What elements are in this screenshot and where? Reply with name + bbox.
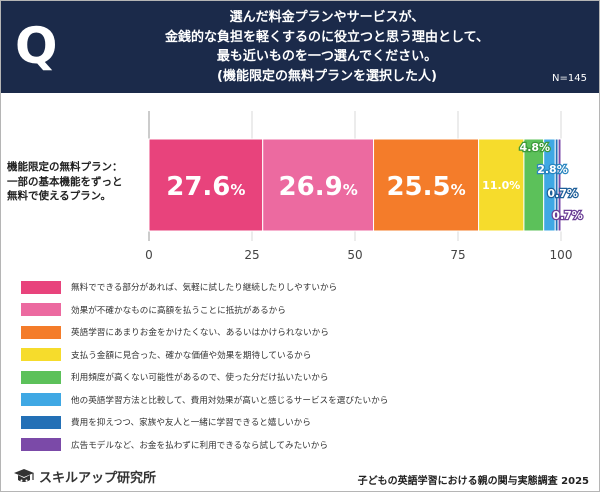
bar-segment xyxy=(557,138,562,232)
x-tick-label: 50 xyxy=(347,248,362,262)
source-note: 子どもの英語学習における親の関与実態調査 2025 xyxy=(357,476,589,487)
question-line: 金銭的な負担を軽くするのに役立つと思う理由として、 xyxy=(165,29,489,45)
brand-logo: スキルアップ研究所 xyxy=(13,467,156,486)
question-text: 選んだ料金プランやサービスが、 金銭的な負担を軽くするのに役立つと思う理由として… xyxy=(97,8,557,86)
bar-segment xyxy=(262,138,375,232)
legend-label: 効果が不確かなものに高額を払うことに抵抗があるから xyxy=(71,305,286,316)
bar-segment xyxy=(373,138,480,232)
legend-label: 他の英語学習方法と比較して、費用対効果が高いと感じるサービスを選びたいから xyxy=(71,395,389,406)
question-line: 選んだ料金プランやサービスが、 xyxy=(229,10,425,25)
legend-item: 広告モデルなど、お金を払わずに利用できるなら試してみたいから xyxy=(21,435,328,455)
legend-swatch xyxy=(21,393,61,406)
legend-item: 無料でできる部分があれば、気軽に試したり継続したりしやすいから xyxy=(21,277,337,297)
question-line: (機能限定の無料プランを選択した人) xyxy=(217,68,437,84)
x-tick-label: 25 xyxy=(244,248,259,262)
legend-swatch xyxy=(21,370,61,384)
data-label: 2.8% xyxy=(537,163,568,176)
legend-swatch xyxy=(21,348,61,361)
x-tick-label: 75 xyxy=(450,248,465,262)
q-mark: Q xyxy=(15,17,58,75)
legend-label: 無料でできる部分があれば、気軽に試したり継続したりしやすいから xyxy=(71,283,338,293)
x-tick-label: 0 xyxy=(145,248,153,262)
legend-swatch xyxy=(21,438,61,451)
data-label: 4.8% xyxy=(520,141,551,154)
data-label: 25.5% xyxy=(386,172,465,202)
bar-segment xyxy=(478,138,525,232)
data-label: 27.6% xyxy=(166,172,245,202)
data-label: 0.7% xyxy=(552,209,583,222)
legend-item: 効果が不確かなものに高額を払うことに抵抗があるから xyxy=(21,300,286,320)
question-line: 最も近いものを一つ選んでください。 xyxy=(216,49,438,64)
legend-item: 支払う金額に見合った、確かな価値や効果を期待しているから xyxy=(21,345,311,365)
legend-swatch xyxy=(21,325,61,339)
legend-item: 他の英語学習方法と比較して、費用対効果が高いと感じるサービスを選びたいから xyxy=(21,390,388,410)
x-tick-label: 100 xyxy=(550,248,573,262)
bar-segment xyxy=(148,138,264,232)
legend-swatch xyxy=(21,303,61,316)
legend-swatch xyxy=(21,280,61,294)
sample-size-label: N=145 xyxy=(552,73,587,84)
legend-label: 費用を抑えつつ、家族や友人と一緒に学習できると嬉しいから xyxy=(71,418,311,428)
legend-item: 費用を抑えつつ、家族や友人と一緒に学習できると嬉しいから xyxy=(21,412,311,432)
legend-label: 広告モデルなど、お金を払わずに利用できるなら試してみたいから xyxy=(71,440,328,451)
category-label-line: 一部の基本機能をずっと xyxy=(7,175,123,188)
data-label: 26.9% xyxy=(279,172,358,202)
legend-label: 支払う金額に見合った、確かな価値や効果を期待しているから xyxy=(71,350,312,361)
category-label-line: 機能限定の無料プラン： xyxy=(7,161,123,173)
legend-swatch xyxy=(21,415,61,429)
graduation-cap-icon xyxy=(14,468,34,482)
brand-name: スキルアップ研究所 xyxy=(39,471,157,486)
stacked-bar-chart: 0 25 50 75 100 27.6% 26.9% 25.5% 11.0% 4.8% 2.8% 0.… xyxy=(145,111,584,262)
legend-item: 英語学習にあまりお金をかけたくない、あるいはかけられないから xyxy=(21,322,329,342)
data-label: 0.7% xyxy=(547,187,578,200)
question-header: Q 選んだ料金プランやサービスが、 金銭的な負担を軽くするのに役立つと思う理由と… xyxy=(1,1,599,93)
category-label-line: 無料で使えるプラン。 xyxy=(7,190,112,202)
legend-item: 利用頻度が高くない可能性があるので、使った分だけ払いたいから xyxy=(21,367,328,387)
category-label: 機能限定の無料プラン： 一部の基本機能をずっと 無料で使えるプラン。 xyxy=(7,160,147,204)
legend-label: 英語学習にあまりお金をかけたくない、あるいはかけられないから xyxy=(71,328,329,338)
data-label: 11.0% xyxy=(482,179,520,192)
legend-label: 利用頻度が高くない可能性があるので、使った分だけ払いたいから xyxy=(71,373,329,383)
